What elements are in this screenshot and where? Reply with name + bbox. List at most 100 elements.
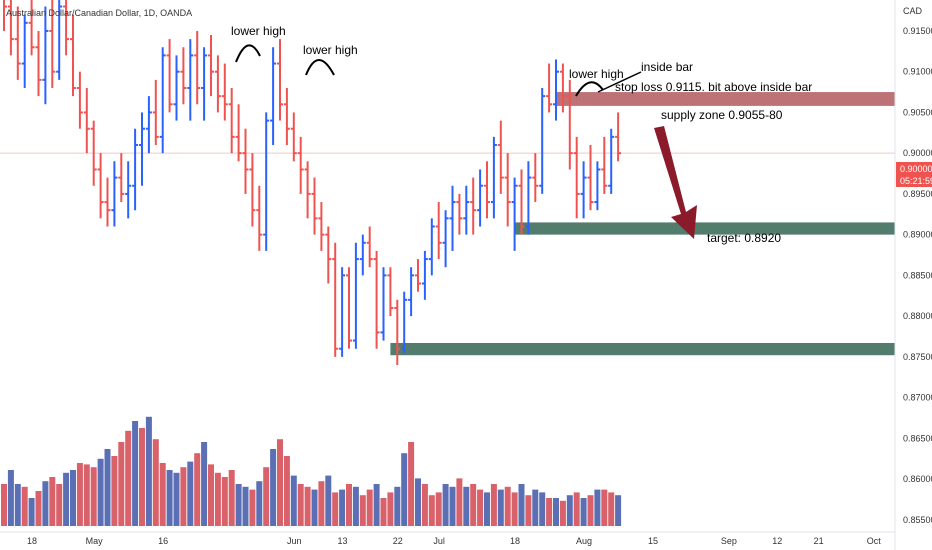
volume-bar xyxy=(615,495,622,526)
ohlc-bar xyxy=(332,242,339,357)
ohlc-bar xyxy=(56,0,63,80)
ohlc-bar xyxy=(221,63,228,121)
ohlc-bar xyxy=(139,112,145,186)
volume-bar xyxy=(511,492,518,526)
volume-bar xyxy=(553,498,559,526)
volume-bar xyxy=(470,484,477,526)
ohlc-bar xyxy=(587,145,594,211)
ohlc-bar xyxy=(263,112,270,251)
volume-bar xyxy=(76,463,83,526)
ohlc-bar xyxy=(166,39,173,113)
ohlc-bar xyxy=(283,87,290,146)
volume-bar xyxy=(594,489,601,526)
volume-bar xyxy=(42,481,49,526)
x-tick-label: 13 xyxy=(337,536,347,546)
volume-bar xyxy=(221,477,228,526)
volume-bar xyxy=(187,461,194,526)
ohlc-bar xyxy=(70,14,76,97)
x-tick-label: Sep xyxy=(721,536,737,546)
volume-bar xyxy=(401,453,408,526)
volume-bar xyxy=(601,489,608,526)
ohlc-bar xyxy=(97,153,104,219)
volume-bar xyxy=(159,463,166,526)
annotation-lower-high-2: lower high xyxy=(303,43,358,57)
volume-bar xyxy=(256,481,263,526)
volume-bar xyxy=(366,489,373,526)
ohlc-bar xyxy=(615,112,622,162)
ohlc-bar xyxy=(394,299,401,365)
volume-bar xyxy=(201,442,208,526)
volume-bar xyxy=(277,439,283,526)
demand-zone-lower xyxy=(390,342,895,356)
ohlc-bar xyxy=(463,185,470,235)
ohlc-bar xyxy=(83,87,90,154)
volume-bar xyxy=(83,464,90,526)
annotation-lower-high-1: lower high xyxy=(231,24,286,38)
ohlc-bar xyxy=(415,259,421,292)
ohlc-bar xyxy=(249,153,256,227)
ohlc-bar xyxy=(49,0,56,88)
zone-layer xyxy=(390,92,895,356)
ohlc-bar xyxy=(214,55,221,113)
ohlc-bar xyxy=(346,267,352,349)
volume-bar xyxy=(580,498,587,526)
volume-bar xyxy=(228,470,235,526)
ohlc-bar xyxy=(270,47,277,146)
volume-bar xyxy=(490,484,497,526)
x-tick-label: Oct xyxy=(867,536,882,546)
annotation-stop-loss: stop loss 0.9115. bit above inside bar xyxy=(615,80,812,94)
ohlc-bar xyxy=(380,267,387,341)
ohlc-bar xyxy=(76,71,83,129)
ohlc-bar xyxy=(125,161,132,219)
volume-bar xyxy=(456,478,463,526)
volume-bar xyxy=(70,470,76,526)
ohlc-bar xyxy=(580,161,587,219)
volume-bar xyxy=(139,428,145,526)
volume-bar xyxy=(180,467,187,526)
ohlc-bar xyxy=(428,218,435,276)
annotation-target: target: 0.8920 xyxy=(707,231,781,245)
volume-bar xyxy=(339,489,346,526)
ohlc-bar xyxy=(470,177,477,235)
volume-bar xyxy=(566,495,573,526)
x-tick-label: May xyxy=(86,536,104,546)
volume-bar xyxy=(118,442,125,526)
volume-bar xyxy=(132,421,139,526)
x-tick-label: 18 xyxy=(27,536,37,546)
volume-bar xyxy=(497,489,504,526)
ohlc-bars xyxy=(3,0,622,365)
x-tick-label: 15 xyxy=(648,536,658,546)
ohlc-bar xyxy=(90,120,97,186)
volume-bar xyxy=(97,458,104,526)
x-axis-ticks: 18May16Jun1322Jul18Aug15Sep1221Oct17 xyxy=(27,536,882,546)
price-badge-countdown: 05:21:59 xyxy=(900,176,932,186)
x-tick-label: 16 xyxy=(158,536,168,546)
volume-bar xyxy=(90,467,97,526)
ohlc-bar xyxy=(339,267,346,357)
ohlc-bar xyxy=(442,210,449,268)
volume-bar xyxy=(152,439,159,526)
ohlc-bar xyxy=(173,55,180,121)
lower-high-arc-3 xyxy=(575,81,604,97)
price-badge-bg xyxy=(896,162,932,187)
volume-bar xyxy=(290,475,297,526)
inside-bar-pointer xyxy=(597,71,642,93)
volume-bar xyxy=(1,484,7,526)
ohlc-bar xyxy=(35,30,42,97)
volume-bar xyxy=(435,492,442,526)
volume-bar xyxy=(194,453,201,526)
ohlc-bar xyxy=(180,47,187,105)
ohlc-bar xyxy=(608,128,615,194)
ohlc-bar xyxy=(401,291,408,353)
annotation-supply-zone: supply zone 0.9055-80 xyxy=(661,108,783,122)
ohlc-bar xyxy=(159,47,166,154)
y-tick-label: 0.85500 xyxy=(903,515,932,525)
